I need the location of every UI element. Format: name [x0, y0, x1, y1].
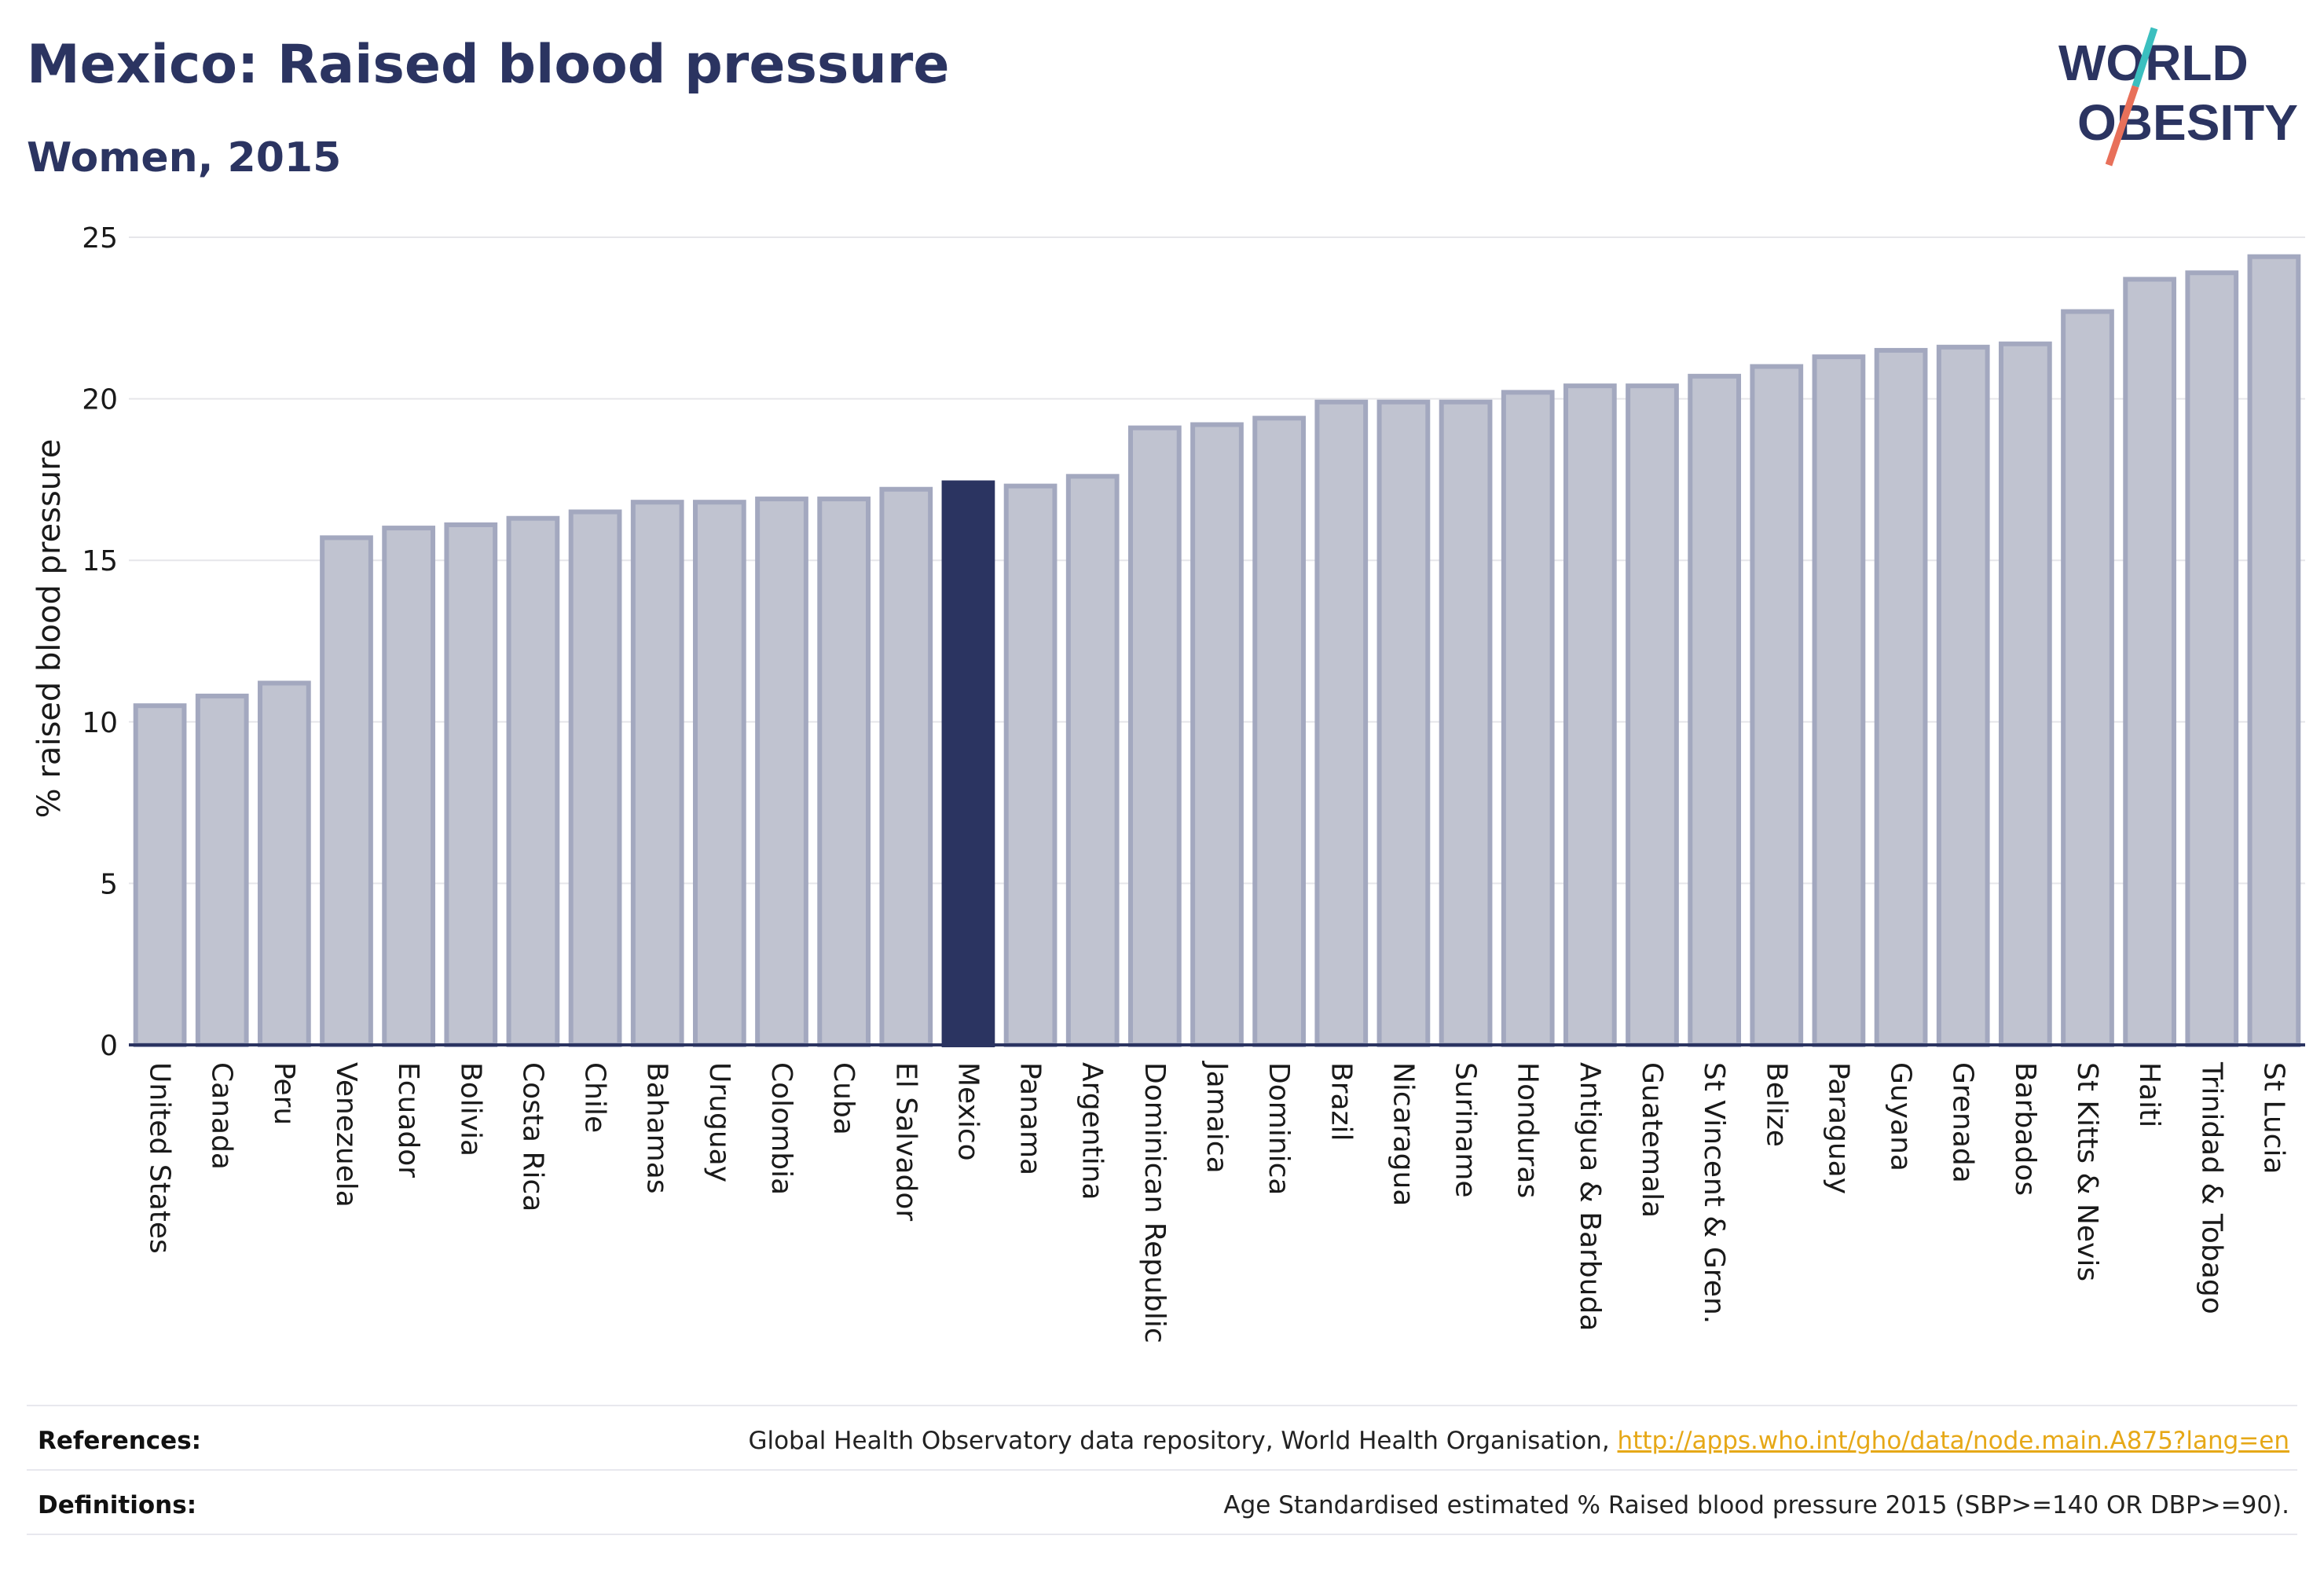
bar-nicaragua [1376, 399, 1431, 1048]
logo-line1: WORLD [2058, 35, 2249, 91]
x-tick-label: Panama [1014, 1062, 1047, 1175]
x-tick-label: Colombia [765, 1062, 797, 1195]
x-tick-label: Nicaragua [1387, 1062, 1419, 1206]
footer-divider-bottom [27, 1534, 2297, 1535]
x-tick-label: Antigua & Barbuda [1574, 1062, 1606, 1331]
bar-chart: 0 5 10 15 20 25 United States Canada Peru Venezu… [31, 222, 2305, 1343]
x-tick-label: Ecuador [392, 1062, 424, 1178]
x-tick-label: Barbados [2009, 1062, 2041, 1196]
logo-slash-top [2132, 27, 2158, 88]
bar-brazil [1314, 399, 1369, 1048]
x-tick-label: Guatemala [1636, 1062, 1668, 1218]
bar-costa-rica [506, 515, 560, 1047]
x-tick-label: St Lucia [2257, 1062, 2289, 1175]
bar-guatemala [1626, 383, 1679, 1048]
bar-suriname [1439, 399, 1493, 1048]
x-tick-label: Dominica [1263, 1062, 1295, 1196]
x-tick-label: Honduras [1512, 1062, 1544, 1198]
x-tick-label: Canada [206, 1062, 238, 1170]
y-tick-label: 5 [100, 868, 118, 900]
x-tick-label: Uruguay [703, 1062, 735, 1182]
footer-divider-middle [27, 1469, 2297, 1471]
bar-grenada [1936, 344, 1990, 1048]
bar-guyana [1874, 347, 1928, 1048]
x-tick-label: El Salvador [889, 1062, 922, 1221]
bar-haiti [2123, 277, 2177, 1047]
bar-bahamas [630, 500, 684, 1047]
x-tick-label: St Vincent & Gren. [1698, 1062, 1730, 1324]
x-tick-label: Jamaica [1200, 1061, 1233, 1174]
chart-title: Mexico: Raised blood pressure [27, 34, 950, 96]
x-tick-label: Venezuela [330, 1062, 362, 1208]
x-tick-label: Bahamas [641, 1062, 673, 1194]
y-tick-label: 25 [82, 222, 118, 255]
references-link[interactable]: http://apps.who.int/gho/data/node.main.A… [1617, 1427, 2289, 1455]
y-tick-label: 15 [82, 545, 118, 577]
axis-layer: 0 5 10 15 20 25 [82, 222, 2305, 1062]
chart-subtitle: Women, 2015 [27, 134, 342, 181]
y-tick-label: 10 [82, 707, 118, 739]
x-tick-label: Guyana [1885, 1062, 1917, 1171]
x-tick-label: Brazil [1325, 1062, 1357, 1141]
definitions-label: Definitions: [38, 1491, 197, 1519]
bar-united-states [133, 703, 187, 1047]
x-tick-label: Dominican Republic [1138, 1062, 1171, 1343]
x-tick-label: Costa Rica [516, 1062, 548, 1211]
x-tick-label: Argentina [1076, 1062, 1109, 1200]
definitions-text: Age Standardised estimated % Raised bloo… [1223, 1491, 2289, 1519]
bar-jamaica [1190, 422, 1244, 1047]
bar-barbados [1998, 341, 2052, 1048]
bar-argentina [1065, 474, 1120, 1047]
bar-el-salvador [879, 486, 933, 1047]
x-tick-label: Peru [268, 1062, 300, 1125]
references-source: Global Health Observatory data repositor… [748, 1427, 1618, 1455]
y-tick-label: 0 [100, 1030, 118, 1062]
label-layer: United States Canada Peru Venezuela Ecuador B… [144, 1061, 2290, 1343]
bar-honduras [1501, 390, 1555, 1048]
x-tick-label: Trinidad & Tobago [2195, 1061, 2227, 1314]
logo-slash-bottom [2105, 85, 2139, 167]
bar-layer [133, 254, 2301, 1048]
bar-st-vincent-gren- [1688, 373, 1742, 1048]
x-tick-label: Haiti [2133, 1062, 2165, 1127]
x-tick-label: Bolivia [454, 1062, 486, 1156]
bar-cuba [817, 497, 871, 1047]
x-tick-label: Chile [579, 1062, 611, 1133]
bar-peru [257, 680, 311, 1047]
bar-bolivia [444, 522, 498, 1047]
bar-trinidad-tobago [2185, 270, 2239, 1047]
bar-dominican-republic [1127, 425, 1182, 1047]
bar-ecuador [382, 526, 436, 1047]
references-label: References: [38, 1427, 202, 1455]
y-axis-label: % raised blood pressure [31, 439, 68, 819]
x-tick-label: Mexico [951, 1062, 984, 1161]
x-tick-label: Paraguay [1822, 1062, 1854, 1194]
bar-uruguay [692, 500, 746, 1047]
x-tick-label: Cuba [827, 1062, 860, 1135]
bar-colombia [755, 497, 808, 1047]
bar-canada [195, 693, 249, 1047]
x-tick-label: United States [144, 1062, 176, 1254]
x-tick-label: Suriname [1450, 1062, 1482, 1198]
bar-chile [568, 509, 622, 1047]
bar-mexico [941, 480, 995, 1047]
bar-st-lucia [2247, 254, 2301, 1047]
bar-venezuela [320, 535, 373, 1047]
x-tick-label: Belize [1760, 1062, 1792, 1147]
bar-dominica [1252, 416, 1307, 1047]
bar-antigua-barbuda [1563, 383, 1617, 1048]
references-text: Global Health Observatory data repositor… [748, 1427, 2289, 1455]
x-tick-label: St Kitts & Nevis [2071, 1062, 2103, 1281]
x-tick-label: Grenada [1947, 1062, 1979, 1183]
footer-divider-top [27, 1405, 2297, 1406]
bar-st-kitts-nevis [2061, 309, 2114, 1047]
bar-belize [1750, 364, 1804, 1048]
world-obesity-logo: WORLD OBESITY [2058, 27, 2298, 167]
bar-panama [1003, 483, 1058, 1047]
y-tick-label: 20 [82, 384, 118, 416]
bar-paraguay [1812, 354, 1866, 1048]
